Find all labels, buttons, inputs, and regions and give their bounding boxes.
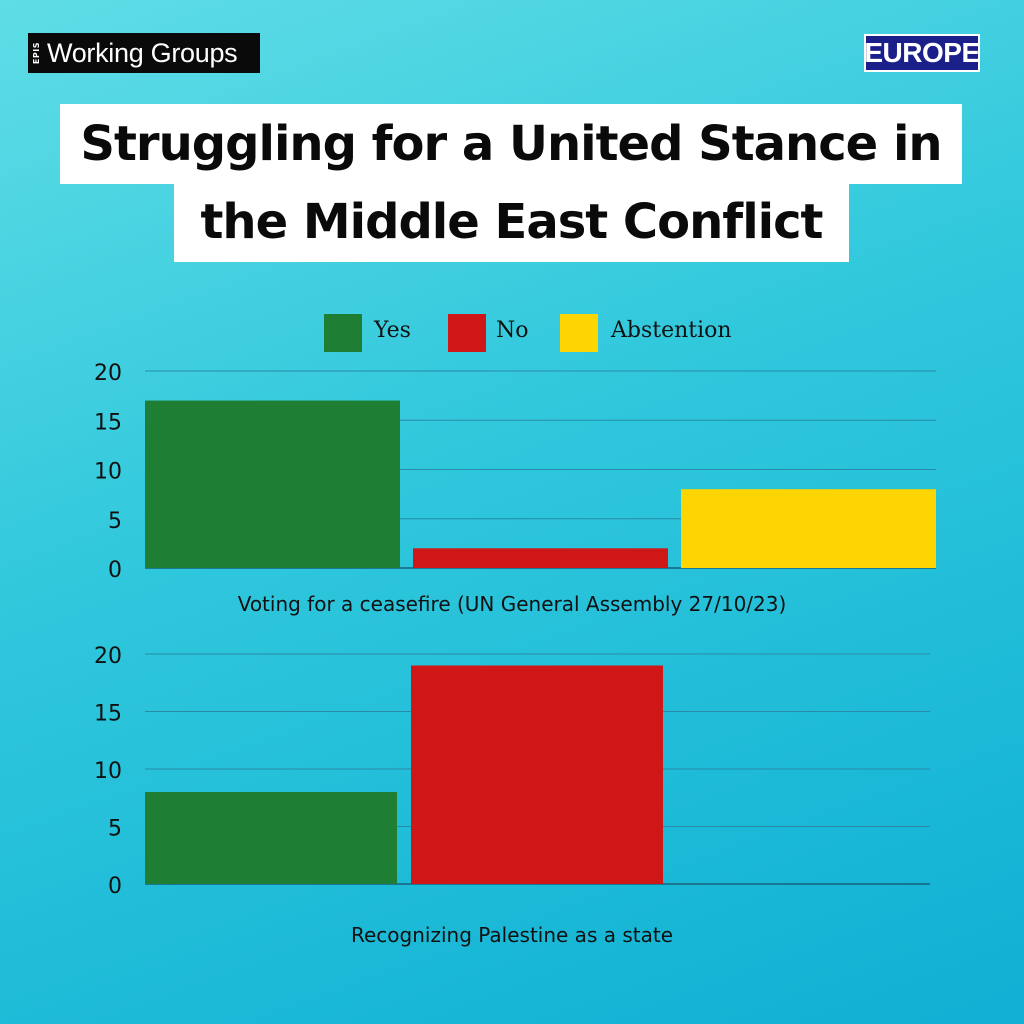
chart-2-ytick-0: 0 <box>108 874 122 899</box>
chart-1-ytick-20: 20 <box>94 361 122 386</box>
chart-2-bar-no <box>411 665 663 884</box>
page-title-line-1: Struggling for a United Stance in <box>60 104 962 184</box>
chart-2-title: Recognizing Palestine as a state <box>351 923 673 947</box>
chart-1-ytick-0: 0 <box>108 558 122 583</box>
chart-1-title: Voting for a ceasefire (UN General Assem… <box>237 592 787 616</box>
chart-2-ytick-10: 10 <box>94 759 122 784</box>
legend-label-yes: Yes <box>374 318 411 343</box>
page-title-line-2: the Middle East Conflict <box>174 182 849 262</box>
legend-label-no: No <box>496 318 529 343</box>
chart-legend: Yes No Abstention <box>0 310 1024 354</box>
chart-2-ytick-15: 15 <box>94 702 122 727</box>
legend-label-abstention: Abstention <box>611 318 732 343</box>
chart-1-ytick-15: 15 <box>94 410 122 435</box>
legend-swatch-yes <box>324 314 362 352</box>
chart-1-bar-yes <box>145 400 400 568</box>
chart-1-ytick-5: 5 <box>108 509 122 534</box>
brand-text: Working Groups <box>47 37 238 68</box>
region-badge: EUROPE <box>864 34 980 72</box>
brand-logo: EPIS Working Groups <box>28 33 260 73</box>
chart-1-bar-no <box>413 548 668 568</box>
legend-swatch-no <box>448 314 486 352</box>
chart-1-bar-abstention <box>681 489 936 568</box>
chart-1-ytick-10: 10 <box>94 460 122 485</box>
chart-2-ytick-20: 20 <box>94 644 122 669</box>
legend-swatch-abstention <box>560 314 598 352</box>
chart-2-bar-yes <box>145 792 397 884</box>
chart-2-ytick-5: 5 <box>108 817 122 842</box>
